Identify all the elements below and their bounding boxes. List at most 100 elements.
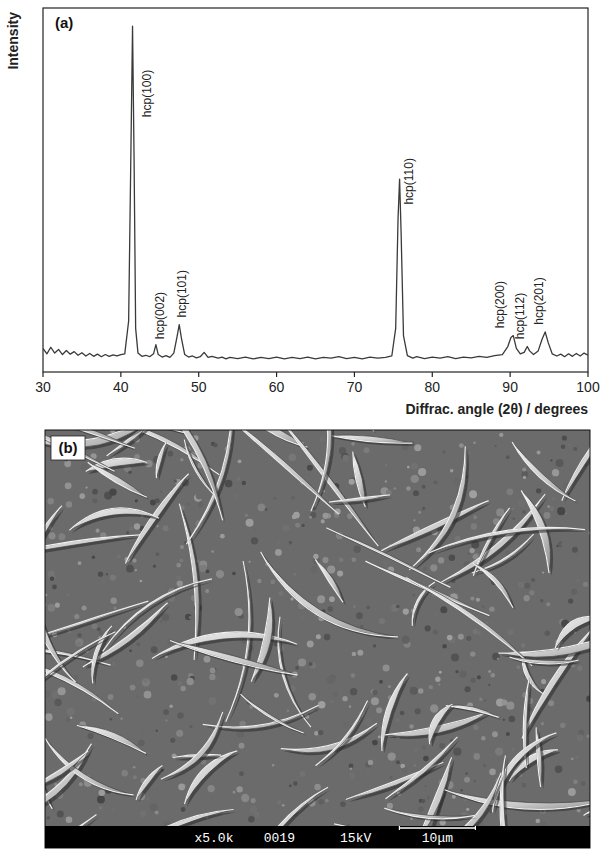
grain (234, 494, 240, 500)
grain (318, 730, 323, 735)
grain (489, 606, 494, 611)
grain (211, 550, 214, 553)
grain (92, 498, 97, 503)
grain (434, 613, 438, 617)
grain (133, 775, 137, 779)
grain (568, 788, 576, 796)
grain (79, 493, 85, 499)
grain (576, 756, 579, 759)
grain (423, 756, 429, 762)
flake-edge (45, 815, 97, 826)
grain (426, 796, 430, 800)
flake (473, 563, 513, 608)
grain (55, 603, 60, 608)
grain (469, 490, 477, 498)
grain (133, 766, 136, 769)
grain (205, 589, 209, 593)
flake-edge (522, 626, 590, 739)
flake-edge (45, 632, 116, 710)
flake-shadow (146, 430, 225, 523)
grain (568, 443, 571, 446)
flake-shadow (329, 530, 453, 590)
flake-edge (281, 723, 377, 749)
flake (445, 790, 590, 810)
grain (302, 524, 305, 527)
grain (481, 736, 486, 741)
xrd-chart: 30405060708090100Diffrac. angle (2θ) / d… (5, 8, 600, 417)
grain (130, 685, 136, 691)
flake-edge (427, 527, 585, 553)
grain (160, 620, 162, 622)
flake-edge (261, 552, 398, 637)
grain (120, 718, 122, 720)
grain (522, 783, 527, 788)
flake-shadow (409, 580, 535, 668)
grain (561, 541, 567, 547)
grain (317, 595, 325, 603)
grain (52, 585, 57, 590)
x-tick (276, 372, 277, 377)
grain (78, 561, 82, 565)
grain (251, 537, 258, 544)
grain (473, 442, 476, 445)
grain (54, 699, 61, 706)
grain (129, 649, 132, 652)
grain (330, 701, 333, 704)
grain (492, 653, 500, 661)
flake-edge (385, 737, 457, 799)
grain (573, 447, 577, 451)
grain (409, 724, 414, 729)
x-tick-label: 70 (347, 379, 363, 395)
grain (418, 511, 421, 514)
grain (522, 468, 526, 472)
flake (170, 641, 297, 675)
grain (317, 736, 319, 738)
grain (314, 731, 319, 736)
grain (318, 701, 326, 709)
flake-edge (69, 508, 159, 530)
grain (342, 696, 347, 701)
grain (169, 704, 173, 708)
grain (75, 639, 83, 647)
flake (384, 808, 475, 819)
grain (48, 604, 56, 612)
grain (204, 656, 211, 663)
grain (225, 480, 233, 488)
grain (287, 710, 289, 712)
grain (371, 697, 379, 705)
grain (64, 460, 71, 467)
flake (226, 561, 251, 722)
x-tick-label: 40 (113, 379, 129, 395)
grain (423, 567, 427, 571)
grain (250, 806, 258, 814)
grain (561, 444, 566, 449)
grain (151, 646, 158, 653)
scale-bar-end (399, 826, 400, 830)
grain (537, 451, 541, 455)
flake (45, 751, 88, 789)
flake-edge (245, 787, 328, 826)
grain (523, 476, 526, 479)
grain (189, 616, 192, 619)
grain (279, 591, 284, 596)
grain (434, 480, 438, 484)
peak-label: hcp(112) (513, 293, 527, 339)
grain (257, 579, 261, 583)
grain (396, 760, 400, 764)
grain (425, 785, 427, 787)
grain (289, 541, 293, 545)
grain (460, 671, 467, 678)
x-tick-label: 80 (424, 379, 440, 395)
x-tick (42, 372, 43, 377)
flake-edge (406, 578, 532, 666)
flake (45, 430, 115, 471)
grain (289, 785, 292, 788)
grain (583, 582, 588, 587)
grain (289, 453, 297, 461)
grain (373, 644, 376, 647)
flake-edge (315, 559, 343, 602)
figure: 30405060708090100Diffrac. angle (2θ) / d… (0, 0, 608, 852)
grain (136, 696, 138, 698)
flake-edge (121, 810, 234, 827)
flake (103, 579, 212, 651)
